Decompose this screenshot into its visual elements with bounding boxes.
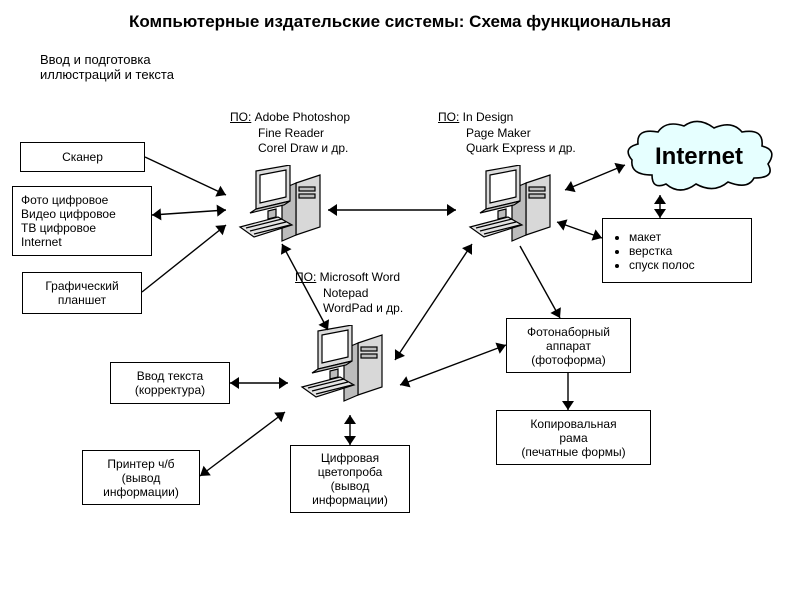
box-printer: Принтер ч/б(выводинформации) [82,450,200,505]
software-header: ПО: [230,110,251,124]
box-line: информации) [103,485,179,499]
software-header: ПО: [438,110,459,124]
computer-text-icon [300,325,395,412]
box-digital-proof: Цифроваяцветопроба(выводинформации) [290,445,410,513]
box-line: (вывод [122,471,161,485]
box-layout-list: макетверсткаспуск полос [602,218,752,283]
internet-cloud-icon: Internet [622,120,777,200]
software-label-text: ПО: Microsoft WordNotepadWordPad и др. [295,270,403,317]
box-line: (корректура) [135,383,205,397]
box-line: (печатные формы) [521,445,625,459]
bullet-item: спуск полос [629,258,695,272]
box-line: Принтер ч/б [107,457,174,471]
diagram-subtitle: Ввод и подготовкаиллюстраций и текста [40,52,174,82]
box-line: цветопроба [318,465,383,479]
box-line: рама [559,431,587,445]
box-digital-sources: Фото цифровоеВидео цифровоеТВ цифровоеIn… [12,186,152,256]
computer-layout-icon [468,165,563,252]
box-text-input: Ввод текста(корректура) [110,362,230,404]
box-copy-frame: Копировальнаярама(печатные формы) [496,410,651,465]
box-line: (фотоформа) [531,353,605,367]
bullet-item: верстка [629,244,695,258]
box-line: аппарат [546,339,591,353]
box-line: информации) [312,493,388,507]
box-line: Internet [21,235,62,249]
box-line: Фото цифровое [21,193,108,207]
software-header: ПО: [295,270,316,284]
bullet-item: макет [629,230,695,244]
box-line: Ввод текста [137,369,203,383]
box-imagesetter: Фотонаборныйаппарат(фотоформа) [506,318,631,373]
box-line: планшет [58,293,106,307]
box-scanner: Сканер [20,142,145,172]
box-line: Графический [45,279,118,293]
software-label-graphics: ПО: Adobe PhotoshopFine ReaderCorel Draw… [230,110,350,157]
box-line: Видео цифровое [21,207,116,221]
box-line: Сканер [62,150,103,164]
box-graphics-tablet: Графическийпланшет [22,272,142,314]
computer-graphics-icon [238,165,333,252]
box-line: Копировальная [530,417,616,431]
diagram-title: Компьютерные издательские системы: Схема… [70,12,730,32]
box-line: Цифровая [321,451,379,465]
box-line: (вывод [331,479,370,493]
svg-text:Internet: Internet [655,143,743,170]
box-line: Фотонаборный [527,325,610,339]
box-line: ТВ цифровое [21,221,96,235]
software-label-layout: ПО: In DesignPage MakerQuark Express и д… [438,110,576,157]
